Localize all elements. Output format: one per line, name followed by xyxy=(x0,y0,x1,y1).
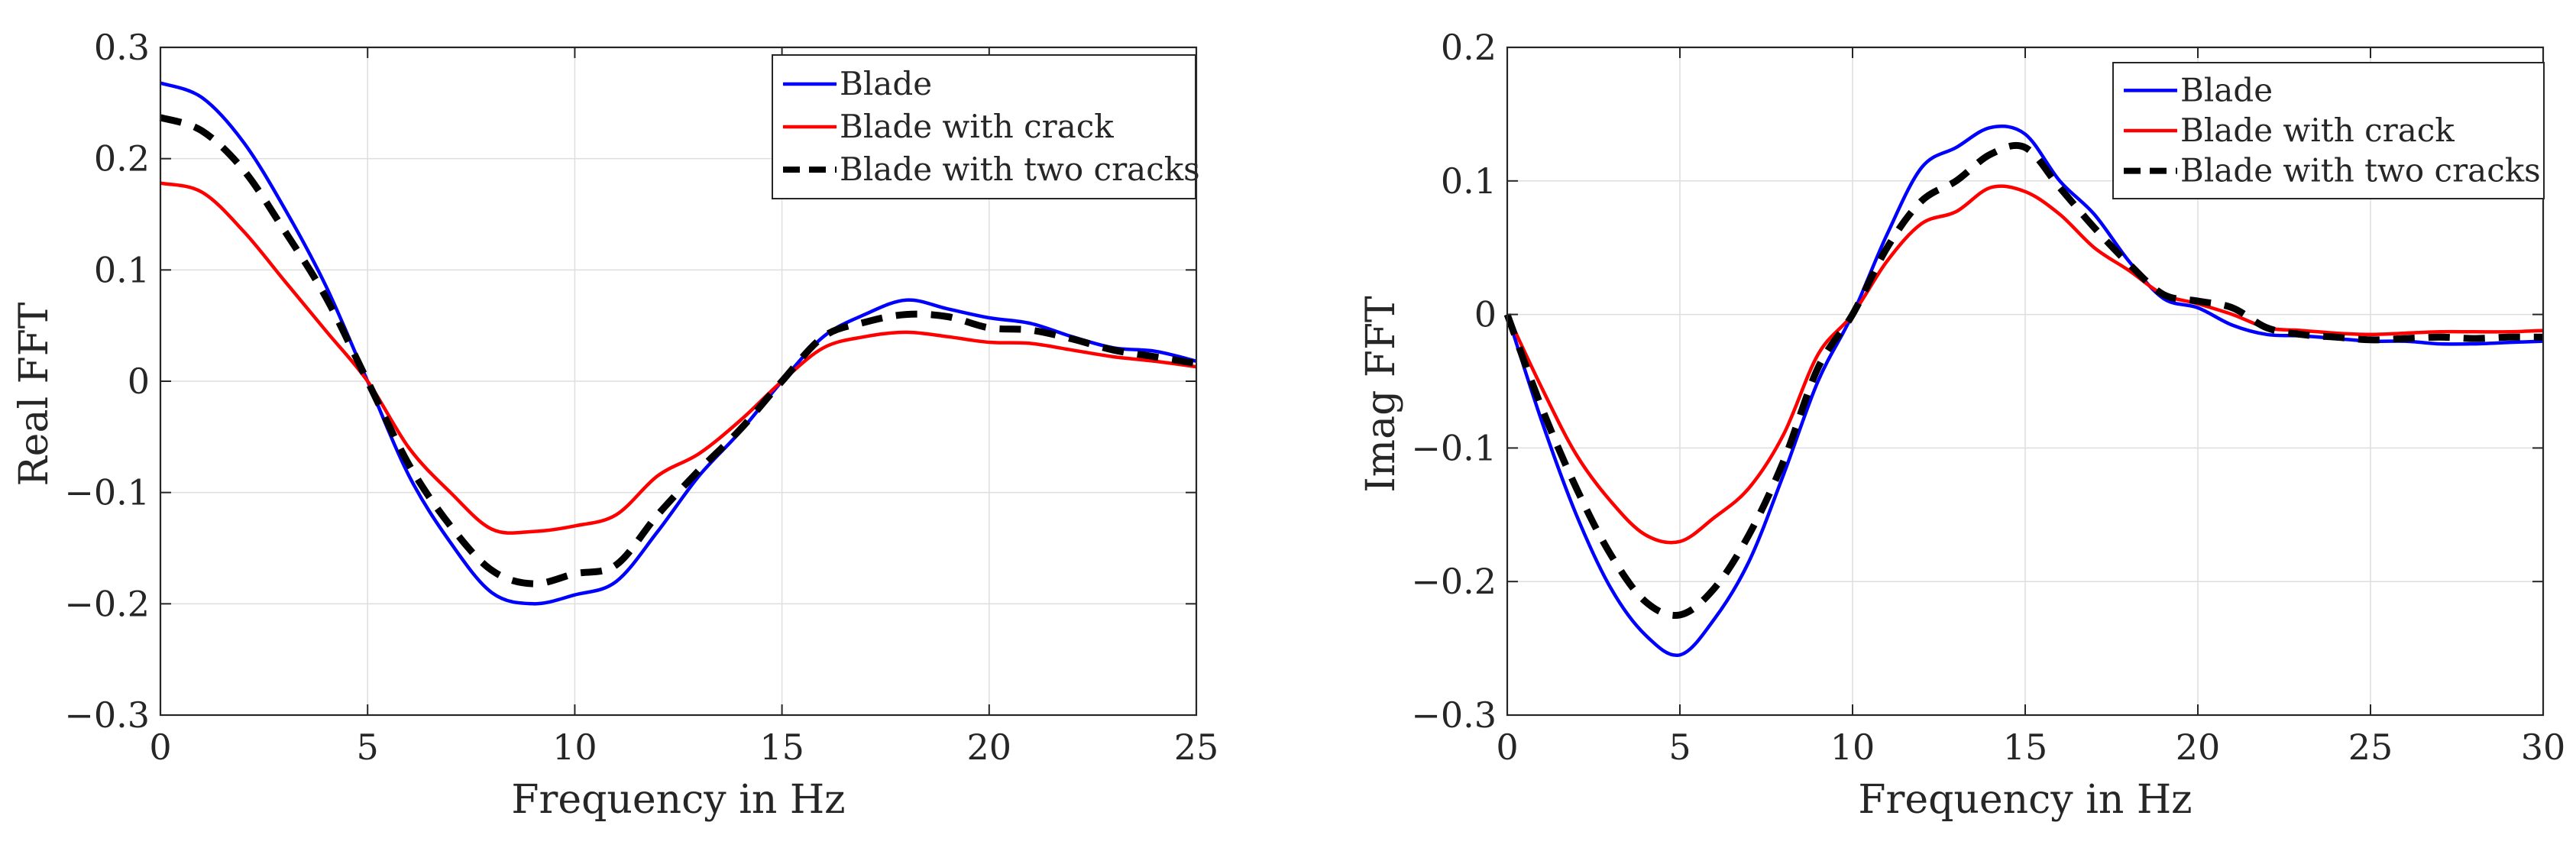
y-axis: −0.3 −0.2 −0.1 0 0.1 0.2 xyxy=(1411,27,2543,736)
y-tick-label: −0.1 xyxy=(1411,427,1497,468)
x-tick-label: 30 xyxy=(2521,727,2566,768)
y-axis-label: Real FFT xyxy=(11,302,57,486)
legend-label: Blade xyxy=(2180,71,2273,108)
y-axis: −0.3 −0.2 −0.1 0 0.1 0.2 0.3 xyxy=(64,27,1196,736)
legend-box xyxy=(2112,62,2545,199)
y-tick-label: −0.3 xyxy=(64,694,150,736)
series-line-blade-with-crack xyxy=(1505,184,2544,545)
legend-label: Blade xyxy=(840,65,932,102)
y-tick-label: 0.3 xyxy=(94,27,150,68)
series-line-blade xyxy=(160,81,1197,606)
y-tick-label: −0.1 xyxy=(64,472,150,513)
x-tick-label: 25 xyxy=(1174,727,1219,768)
x-tick-label: 5 xyxy=(1668,727,1691,768)
x-tick-label: 10 xyxy=(1830,727,1875,768)
series-line-blade xyxy=(1505,125,2544,658)
y-tick-label: 0.2 xyxy=(1441,27,1497,68)
x-tick-label: 15 xyxy=(2003,727,2048,768)
series-line-blade-with-two-cracks xyxy=(159,114,1197,587)
legend: Blade Blade with crack Blade with two crac… xyxy=(772,54,1200,199)
y-tick-label: −0.3 xyxy=(1411,694,1497,736)
y-tick-label: 0.1 xyxy=(94,249,150,290)
y-axis-label: Imag FFT xyxy=(1358,296,1404,493)
y-tick-label: −0.2 xyxy=(1411,561,1497,602)
x-tick-label: 20 xyxy=(2176,727,2221,768)
chart-2: 0 5 10 15 20 25 30 −0.3 −0.2 −0.1 0 0.1 0.2 Frequency… xyxy=(1358,27,2565,823)
legend-label: Blade with two cracks xyxy=(2180,152,2541,189)
series-line-blade-with-two-cracks xyxy=(1503,141,2544,620)
x-axis-label: Frequency in Hz xyxy=(1858,777,2192,823)
y-tick-label: 0.1 xyxy=(1441,160,1497,202)
legend-label: Blade with crack xyxy=(2180,112,2455,149)
x-tick-label: 25 xyxy=(2348,727,2393,768)
legend-label: Blade with crack xyxy=(840,108,1114,145)
x-tick-label: 20 xyxy=(967,727,1012,768)
legend-box xyxy=(772,54,1196,199)
y-tick-label: −0.2 xyxy=(64,583,150,624)
x-tick-label: 10 xyxy=(552,727,597,768)
y-tick-label: 0.2 xyxy=(94,138,150,180)
y-tick-label: 0 xyxy=(128,361,150,402)
x-axis-label: Frequency in Hz xyxy=(511,777,845,823)
x-axis: 0 5 10 15 20 25 xyxy=(149,47,1218,768)
x-tick-label: 0 xyxy=(1496,727,1518,768)
x-tick-label: 5 xyxy=(357,727,379,768)
series-line-blade-with-crack xyxy=(160,181,1197,535)
x-axis: 0 5 10 15 20 25 30 xyxy=(1496,47,2565,768)
legend-label: Blade with two cracks xyxy=(840,151,1200,188)
y-tick-label: 0 xyxy=(1474,294,1497,335)
chart-1: 0 5 10 15 20 25 −0.3 −0.2 −0.1 0 0.1 0.2 0.3 Frequenc… xyxy=(11,27,1218,823)
x-tick-label: 0 xyxy=(149,727,171,768)
x-tick-label: 15 xyxy=(759,727,804,768)
